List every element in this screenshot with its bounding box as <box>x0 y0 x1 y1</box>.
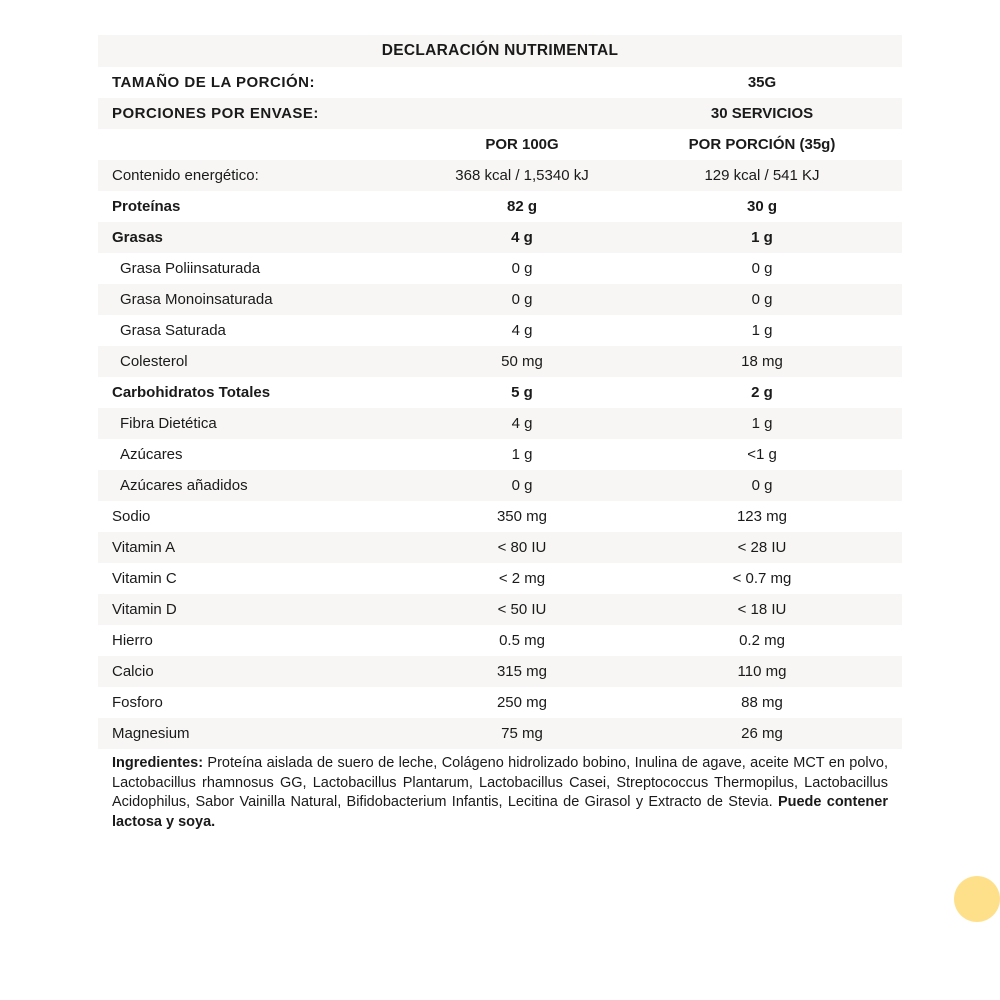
table-row: Colesterol50 mg18 mg <box>98 346 902 377</box>
per-serving-value: 123 mg <box>632 508 892 525</box>
per-100g-value: 0 g <box>412 260 632 277</box>
per-serving-value: < 18 IU <box>632 601 892 618</box>
per-serving-value: 18 mg <box>632 353 892 370</box>
per-serving-value: 26 mg <box>632 725 892 742</box>
table-row: Hierro0.5 mg0.2 mg <box>98 625 902 656</box>
per-serving-value: < 0.7 mg <box>632 570 892 587</box>
nutrient-label: Calcio <box>112 663 412 680</box>
nutrient-label: Fibra Dietética <box>112 415 412 432</box>
nutrient-label: Azúcares <box>112 446 412 463</box>
table-row: Proteínas82 g30 g <box>98 191 902 222</box>
per-100g-value: 368 kcal / 1,5340 kJ <box>412 167 632 184</box>
column-headers: POR 100G POR PORCIÓN (35g) <box>98 129 902 160</box>
table-row: Fibra Dietética4 g1 g <box>98 408 902 439</box>
servings-per-container-row: PORCIONES POR ENVASE: 30 SERVICIOS <box>98 98 902 129</box>
col-per-serving: POR PORCIÓN (35g) <box>632 136 892 153</box>
per-serving-value: 0 g <box>632 477 892 494</box>
table-row: Azúcares1 g<1 g <box>98 439 902 470</box>
nutrient-label: Proteínas <box>112 198 412 215</box>
servings-per-container-value: 30 SERVICIOS <box>632 105 892 122</box>
table-row: Sodio350 mg123 mg <box>98 501 902 532</box>
circle-badge-icon <box>954 876 1000 922</box>
per-serving-value: 30 g <box>632 198 892 215</box>
nutrient-label: Grasa Monoinsaturada <box>112 291 412 308</box>
nutrient-label: Carbohidratos Totales <box>112 384 412 401</box>
nutrient-label: Sodio <box>112 508 412 525</box>
nutrient-label: Vitamin D <box>112 601 412 618</box>
per-serving-value: 88 mg <box>632 694 892 711</box>
table-row: Calcio315 mg110 mg <box>98 656 902 687</box>
serving-size-value: 35G <box>632 74 892 91</box>
per-100g-value: < 50 IU <box>412 601 632 618</box>
per-100g-value: < 2 mg <box>412 570 632 587</box>
table-row: Azúcares añadidos0 g0 g <box>98 470 902 501</box>
nutrient-label: Vitamin C <box>112 570 412 587</box>
col-per100: POR 100G <box>412 136 632 153</box>
ingredients-label: Ingredientes: <box>112 755 203 771</box>
nutrient-label: Grasa Poliinsaturada <box>112 260 412 277</box>
per-100g-value: 1 g <box>412 446 632 463</box>
servings-per-container-label: PORCIONES POR ENVASE: <box>112 105 632 122</box>
ingredients-text: Proteína aislada de suero de leche, Colá… <box>112 755 888 810</box>
nutrient-label: Vitamin A <box>112 539 412 556</box>
per-100g-value: 50 mg <box>412 353 632 370</box>
serving-size-label: TAMAÑO DE LA PORCIÓN: <box>112 74 632 91</box>
per-100g-value: < 80 IU <box>412 539 632 556</box>
per-100g-value: 250 mg <box>412 694 632 711</box>
nutrient-label: Magnesium <box>112 725 412 742</box>
per-serving-value: < 28 IU <box>632 539 892 556</box>
ingredients: Ingredientes: Proteína aislada de suero … <box>98 749 902 842</box>
per-serving-value: 2 g <box>632 384 892 401</box>
serving-size-row: TAMAÑO DE LA PORCIÓN: 35G <box>98 67 902 98</box>
table-row: Carbohidratos Totales5 g2 g <box>98 377 902 408</box>
per-100g-value: 0.5 mg <box>412 632 632 649</box>
table-row: Vitamin A< 80 IU< 28 IU <box>98 532 902 563</box>
per-serving-value: 110 mg <box>632 663 892 680</box>
per-serving-value: 1 g <box>632 322 892 339</box>
nutrient-label: Azúcares añadidos <box>112 477 412 494</box>
per-100g-value: 4 g <box>412 415 632 432</box>
per-serving-value: 0 g <box>632 291 892 308</box>
nutrient-label: Grasa Saturada <box>112 322 412 339</box>
per-100g-value: 4 g <box>412 322 632 339</box>
table-row: Contenido energético:368 kcal / 1,5340 k… <box>98 160 902 191</box>
per-100g-value: 4 g <box>412 229 632 246</box>
per-100g-value: 350 mg <box>412 508 632 525</box>
table-row: Grasas4 g1 g <box>98 222 902 253</box>
per-serving-value: 1 g <box>632 229 892 246</box>
nutrient-label: Hierro <box>112 632 412 649</box>
per-serving-value: 0.2 mg <box>632 632 892 649</box>
per-serving-value: 0 g <box>632 260 892 277</box>
per-100g-value: 0 g <box>412 477 632 494</box>
nutrition-panel: DECLARACIÓN NUTRIMENTAL TAMAÑO DE LA POR… <box>98 35 902 842</box>
nutrient-label: Grasas <box>112 229 412 246</box>
per-100g-value: 75 mg <box>412 725 632 742</box>
table-row: Vitamin C< 2 mg< 0.7 mg <box>98 563 902 594</box>
nutrition-rows: Contenido energético:368 kcal / 1,5340 k… <box>98 160 902 749</box>
nutrient-label: Contenido energético: <box>112 167 412 184</box>
nutrient-label: Colesterol <box>112 353 412 370</box>
per-100g-value: 5 g <box>412 384 632 401</box>
table-row: Grasa Poliinsaturada0 g0 g <box>98 253 902 284</box>
per-100g-value: 0 g <box>412 291 632 308</box>
table-row: Fosforo250 mg88 mg <box>98 687 902 718</box>
table-row: Grasa Monoinsaturada0 g0 g <box>98 284 902 315</box>
per-serving-value: <1 g <box>632 446 892 463</box>
table-row: Vitamin D< 50 IU< 18 IU <box>98 594 902 625</box>
per-100g-value: 82 g <box>412 198 632 215</box>
table-row: Grasa Saturada4 g1 g <box>98 315 902 346</box>
per-serving-value: 1 g <box>632 415 892 432</box>
per-100g-value: 315 mg <box>412 663 632 680</box>
table-row: Magnesium75 mg26 mg <box>98 718 902 749</box>
panel-title: DECLARACIÓN NUTRIMENTAL <box>98 35 902 67</box>
per-serving-value: 129 kcal / 541 KJ <box>632 167 892 184</box>
nutrient-label: Fosforo <box>112 694 412 711</box>
